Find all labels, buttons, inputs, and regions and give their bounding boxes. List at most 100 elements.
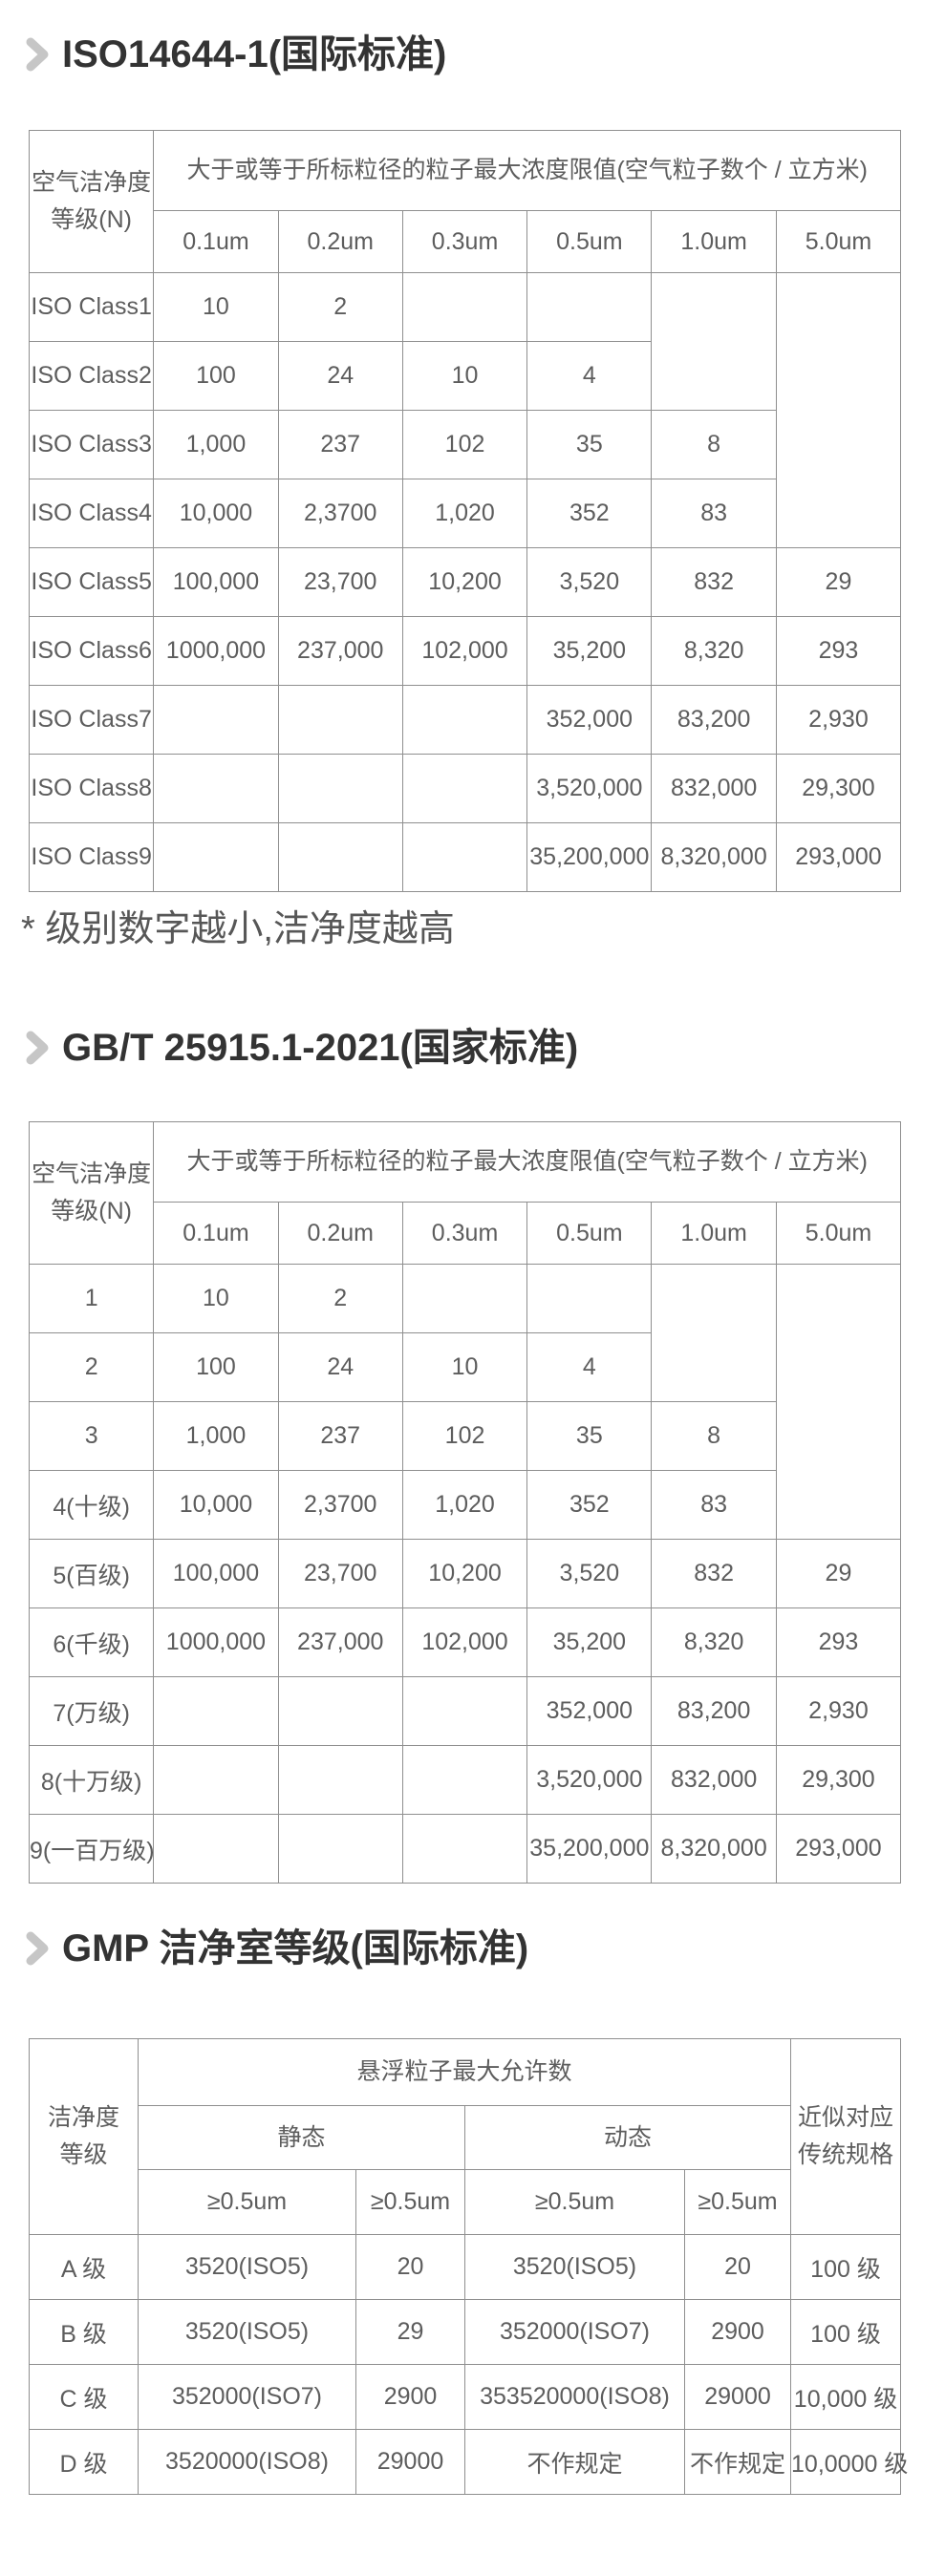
data-cell: 237 — [277, 1401, 403, 1471]
data-cell: 29 — [775, 1539, 902, 1608]
data-cell — [401, 1745, 528, 1815]
data-cell: 100 — [153, 341, 279, 411]
data-cell: 293 — [775, 1607, 902, 1677]
data-cell: 832,000 — [651, 754, 777, 823]
data-cell: 832 — [651, 547, 777, 617]
data-cell: 2 — [277, 1264, 403, 1333]
table-row: 静态 动态 — [30, 2105, 901, 2170]
row-label-cell: 9(一百万级) — [28, 1814, 155, 1884]
data-cell — [153, 1745, 279, 1815]
data-cell: 293 — [775, 616, 902, 686]
data-cell: 2,930 — [775, 1676, 902, 1746]
data-cell: 1,020 — [401, 479, 528, 548]
section-iso14644: ISO14644-1(国际标准) 空气洁净度 等级(N) 大于或等于所标粒径的粒子… — [0, 32, 945, 951]
data-cell — [153, 754, 279, 823]
data-cell: 3,520,000 — [526, 1745, 653, 1815]
data-cell: 10,000 级 — [790, 2364, 902, 2430]
data-cell: 2,3700 — [277, 1470, 403, 1540]
row-label-cell: 5(百级) — [28, 1539, 155, 1608]
section-title: GB/T 25915.1-2021(国家标准) — [0, 1025, 945, 1071]
data-cell: 3520(ISO5) — [138, 2299, 356, 2365]
section-gmp: GMP 洁净室等级(国际标准) 洁净度 等级 悬浮粒子最大允许数 近似对应 传统规格… — [0, 1926, 945, 2495]
row-label-cell: ISO Class2 — [28, 341, 155, 411]
header-cell: ≥0.5um — [683, 2169, 792, 2235]
table-row: C 级 352000(ISO7) 2900 353520000(ISO8) 29000 1… — [29, 2364, 902, 2430]
data-cell: 29 — [775, 547, 902, 617]
table-row: ISO Class5 100,000 23,700 10,200 3,520 832 29 — [28, 547, 902, 617]
row-label-cell: 1 — [28, 1264, 155, 1333]
data-cell: 35,200 — [526, 1607, 653, 1677]
section-title: GMP 洁净室等级(国际标准) — [0, 1926, 945, 1971]
data-cell: 352,000 — [526, 1676, 653, 1746]
data-cell: 不作规定 — [464, 2429, 685, 2495]
data-cell — [401, 1676, 528, 1746]
row-label-cell: ISO Class9 — [28, 822, 155, 892]
data-cell: 3,520,000 — [526, 754, 653, 823]
row-label-cell: 4(十级) — [28, 1470, 155, 1540]
data-cell: 83,200 — [651, 685, 777, 755]
header-cell: 5.0um — [775, 210, 902, 273]
row-label-cell: ISO Class1 — [28, 272, 155, 342]
table-row: ISO Class6 1000,000 237,000 102,000 35,200 8,… — [28, 616, 902, 686]
data-cell: 293,000 — [775, 1814, 902, 1884]
data-cell: 352 — [526, 1470, 653, 1540]
table-row: A 级 3520(ISO5) 20 3520(ISO5) 20 100 级 — [29, 2234, 902, 2300]
row-label-cell: C 级 — [29, 2364, 139, 2430]
data-cell: 83 — [651, 479, 777, 548]
data-cell — [153, 1814, 279, 1884]
data-cell: 35 — [526, 410, 653, 479]
data-cell: 3520(ISO5) — [464, 2234, 685, 2300]
data-cell: 2900 — [683, 2299, 792, 2365]
table-row: 6(千级) 1000,000 237,000 102,000 35,200 8,320 29… — [28, 1607, 902, 1677]
data-cell: 3,520 — [526, 547, 653, 617]
table-row: ISO Class9 35,200,000 8,320,000 293,000 — [28, 822, 902, 892]
data-cell — [775, 272, 902, 548]
data-cell — [526, 1264, 653, 1333]
header-cell: 0.2um — [277, 1202, 403, 1265]
data-cell: 8 — [651, 410, 777, 479]
data-cell: 10,000 — [153, 479, 279, 548]
data-cell: 29000 — [683, 2364, 792, 2430]
chevron-right-icon — [24, 1929, 51, 1968]
table-row: 4(十级) 10,000 2,3700 1,020 352 83 — [28, 1470, 901, 1540]
data-cell: 83,200 — [651, 1676, 777, 1746]
data-cell: 20 — [683, 2234, 792, 2300]
header-cell: 大于或等于所标粒径的粒子最大浓度限值(空气粒子数个 / 立方米) — [153, 130, 902, 211]
data-cell: 不作规定 — [683, 2429, 792, 2495]
data-cell: 8,320,000 — [651, 822, 777, 892]
table-row: 3 1,000 237 102 35 8 — [28, 1401, 901, 1471]
data-cell: 20 — [355, 2234, 465, 2300]
data-cell: 29,300 — [775, 1745, 902, 1815]
data-cell: 1,020 — [401, 1470, 528, 1540]
data-cell: 35 — [526, 1401, 653, 1471]
data-cell: 10,200 — [401, 1539, 528, 1608]
table-row: 空气洁净度 等级(N) 大于或等于所标粒径的粒子最大浓度限值(空气粒子数个 / 立… — [28, 1121, 902, 1265]
data-cell: 35,200,000 — [526, 822, 653, 892]
data-cell: 35,200,000 — [526, 1814, 653, 1884]
section-title-text: ISO14644-1(国际标准) — [62, 33, 447, 75]
data-cell: 2 — [277, 272, 403, 342]
table-row: 8(十万级) 3,520,000 832,000 29,300 — [28, 1745, 902, 1815]
table-row: D 级 3520000(ISO8) 29000 不作规定 不作规定 10,0000 级 — [29, 2429, 908, 2495]
chevron-right-icon — [24, 35, 51, 74]
data-cell: 293,000 — [775, 822, 902, 892]
data-cell: 24 — [277, 1332, 403, 1402]
header-cell: 5.0um — [775, 1202, 902, 1265]
data-cell: 102 — [401, 410, 528, 479]
header-cell: 0.5um — [526, 210, 653, 273]
data-cell: 8,320 — [651, 1607, 777, 1677]
data-cell: 10 — [401, 341, 528, 411]
data-cell — [401, 1814, 528, 1884]
data-cell: 29,300 — [775, 754, 902, 823]
section-title: ISO14644-1(国际标准) — [0, 32, 945, 77]
table-row: ISO Class1 10 2 — [28, 272, 902, 548]
data-cell: 2,3700 — [277, 479, 403, 548]
data-cell: 8 — [651, 1401, 777, 1471]
data-cell: 4 — [526, 341, 653, 411]
section-title-text: GMP 洁净室等级(国际标准) — [62, 1927, 529, 1969]
data-cell: 100 级 — [790, 2234, 902, 2300]
row-label-cell: 7(万级) — [28, 1676, 155, 1746]
data-cell — [277, 1745, 403, 1815]
data-cell: 8,320 — [651, 616, 777, 686]
data-cell: 100 级 — [790, 2299, 902, 2365]
